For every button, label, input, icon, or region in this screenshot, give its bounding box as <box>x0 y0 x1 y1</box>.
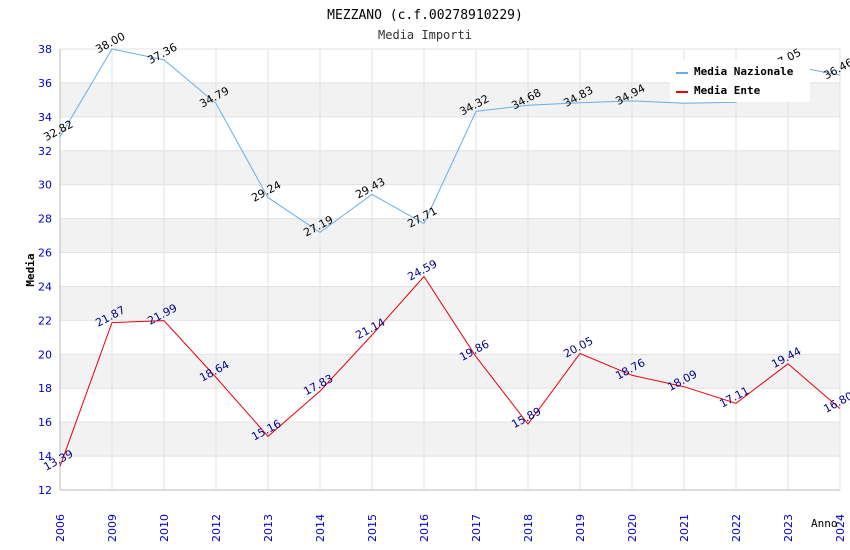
x-tick-label: 2021 <box>678 514 691 542</box>
y-tick-label: 22 <box>38 314 52 327</box>
x-tick-label: 2022 <box>730 514 743 542</box>
legend-label-media-nazionale: Media Nazionale <box>694 65 794 78</box>
x-tick-label: 2023 <box>782 514 795 542</box>
y-tick-label: 16 <box>38 416 52 429</box>
x-tick-label: 2020 <box>626 514 639 542</box>
series-line-media-ente <box>59 275 841 467</box>
data-label-media-nazionale: 37.36 <box>145 41 179 67</box>
y-tick-label: 12 <box>38 484 52 497</box>
legend: Media Nazionale Media Ente <box>670 60 810 102</box>
y-tick-label: 20 <box>38 348 52 361</box>
x-tick-label: 2012 <box>210 514 223 542</box>
data-label-media-ente: 24.59 <box>405 257 439 283</box>
x-tick-label: 2016 <box>418 514 431 542</box>
grid-band <box>60 354 840 389</box>
y-tick-label: 38 <box>38 43 52 56</box>
x-tick-labels: 2006 2009 2010 2012 2013 2014 2015 2016 2017 2018… <box>54 514 847 542</box>
chart-title: MEZZANO (c.f.00278910229) <box>327 8 523 23</box>
chart-subtitle: Media Importi <box>378 28 472 42</box>
grid-band <box>60 286 840 321</box>
x-tick-label: 2010 <box>158 514 171 542</box>
x-tick-label: 2018 <box>522 514 535 542</box>
grid-lines <box>59 48 841 491</box>
y-tick-label: 30 <box>38 179 52 192</box>
grid-band <box>60 422 840 457</box>
x-axis-title: Anno <box>811 517 838 530</box>
y-tick-labels: 12 14 16 18 20 22 24 26 28 30 32 34 36 38 <box>38 43 52 497</box>
y-tick-label: 26 <box>38 247 52 260</box>
y-tick-label: 24 <box>38 280 52 293</box>
y-tick-label: 34 <box>38 111 52 124</box>
legend-background <box>670 60 810 102</box>
x-tick-label: 2024 <box>834 514 847 542</box>
y-tick-label: 14 <box>38 450 52 463</box>
y-tick-label: 36 <box>38 77 52 90</box>
x-tick-label: 2009 <box>106 514 119 542</box>
y-tick-label: 28 <box>38 213 52 226</box>
x-tick-label: 2013 <box>262 514 275 542</box>
data-label-media-nazionale: 36.46 <box>821 56 850 82</box>
data-label-media-ente: 16.80 <box>821 389 850 415</box>
y-tick-label: 32 <box>38 145 52 158</box>
y-tick-label: 18 <box>38 382 52 395</box>
x-tick-label: 2019 <box>574 514 587 542</box>
grid-band <box>60 218 840 253</box>
legend-label-media-ente: Media Ente <box>694 84 761 97</box>
x-tick-label: 2015 <box>366 514 379 542</box>
x-tick-label: 2014 <box>314 514 327 542</box>
series-line-media-nazionale <box>59 48 841 234</box>
x-tick-label: 2017 <box>470 514 483 542</box>
x-tick-label: 2006 <box>54 514 67 542</box>
series-lines <box>59 48 841 467</box>
y-axis-title: Media <box>24 253 37 286</box>
